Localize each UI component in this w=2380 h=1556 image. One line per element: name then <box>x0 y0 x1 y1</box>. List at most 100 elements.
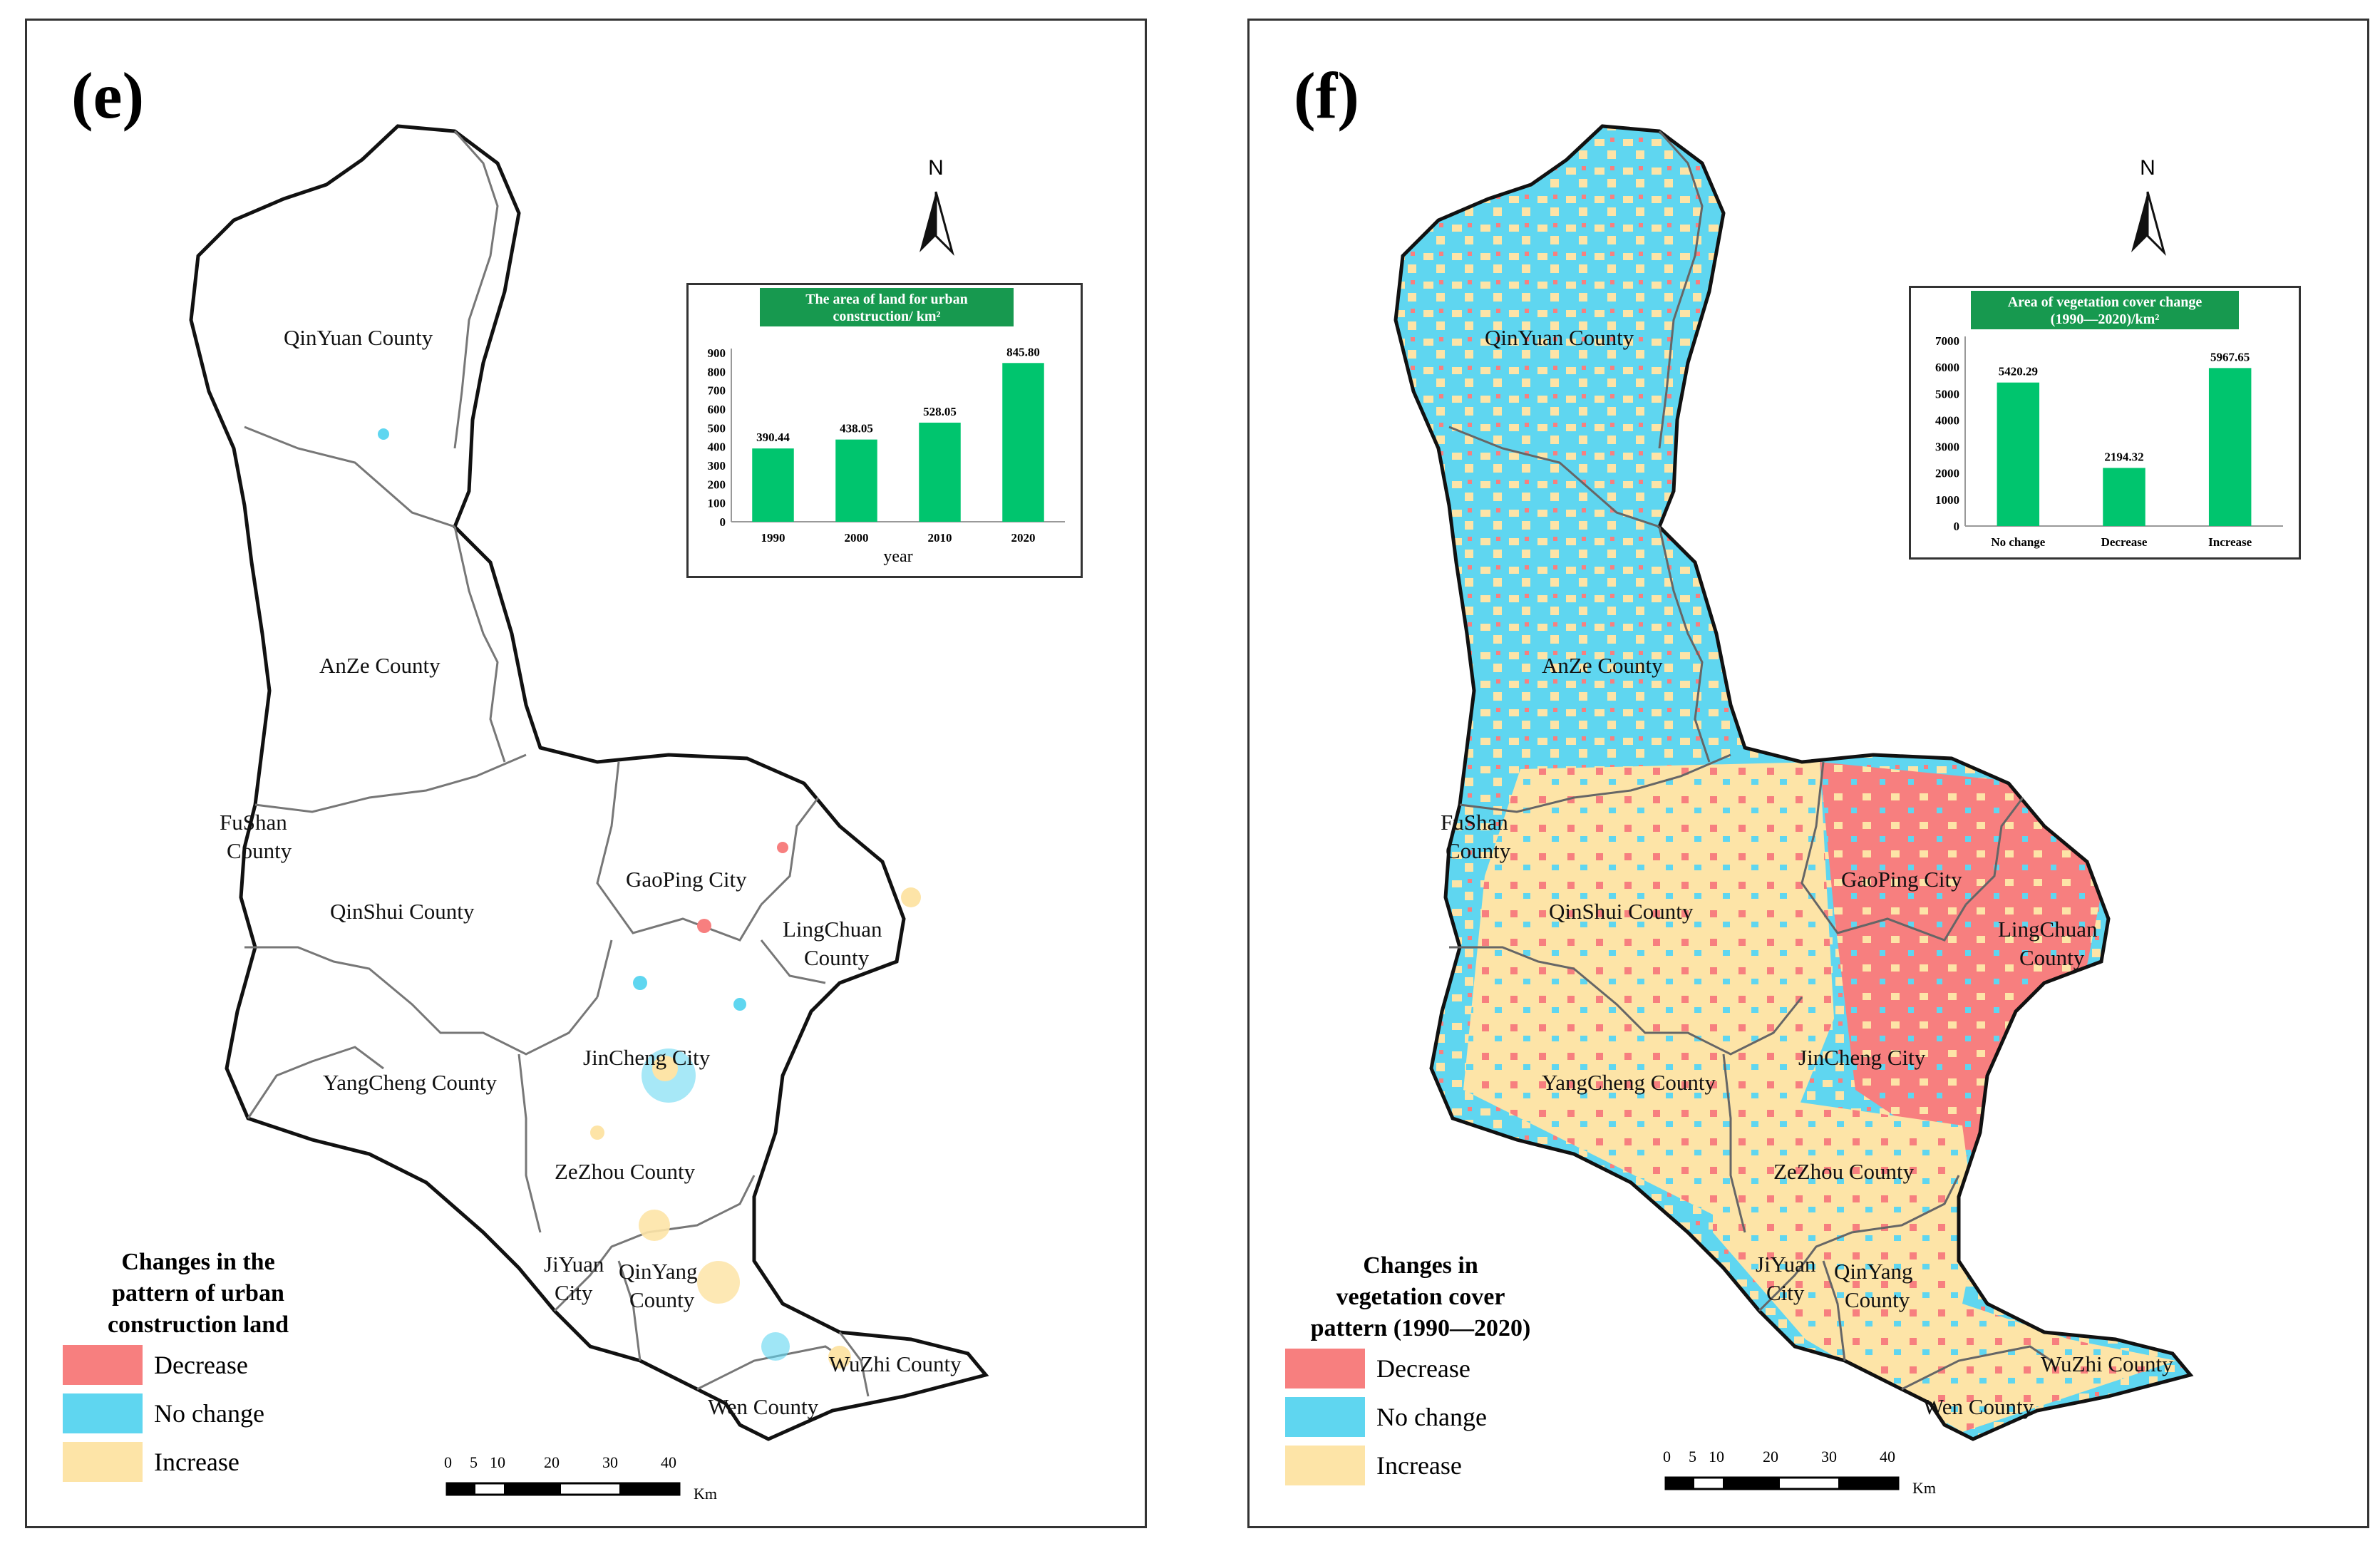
scale-tick: 30 <box>602 1453 618 1471</box>
y-tick-label: 400 <box>708 440 726 454</box>
county-label: GaoPing City <box>1841 867 1962 892</box>
scale-bar-e: 0 5 10 20 30 40 Km <box>444 1453 717 1503</box>
county-label: JiYuan <box>1756 1252 1816 1277</box>
legend-label: Decrease <box>154 1351 248 1379</box>
bar-chart-f: Area of vegetation cover change(1990—202… <box>1935 291 2283 549</box>
county-label: QinYuan County <box>284 325 433 350</box>
legend-e: Changes in the pattern of urban construc… <box>63 1247 383 1486</box>
chart-title: The area of land for urban <box>805 292 968 307</box>
county-label: ZeZhou County <box>555 1159 696 1184</box>
county-label: WuZhi County <box>2041 1351 2173 1376</box>
y-tick-label: 700 <box>708 384 726 398</box>
x-tick-label: 2010 <box>928 531 952 545</box>
scale-tick: 10 <box>490 1453 505 1471</box>
county-label: County <box>227 838 292 863</box>
county-label: FuShan <box>1441 810 1508 835</box>
y-tick-label: 2000 <box>1935 467 1959 480</box>
legend-item-decrease: Decrease <box>1285 1344 1606 1393</box>
bar-value-label: 390.44 <box>756 431 790 444</box>
chart-title-background <box>760 288 1014 326</box>
chart-title: Area of vegetation cover change <box>2008 294 2203 310</box>
map-panel-e: QinYuan County AnZe County FuShan County… <box>25 19 1147 1528</box>
scale-tick: 30 <box>1821 1448 1837 1465</box>
north-arrow: N <box>2123 156 2173 263</box>
legend-item-decrease: Decrease <box>63 1341 383 1389</box>
bar-chart-e: The area of land for urban construction/ … <box>708 288 1065 566</box>
county-label: YangCheng County <box>323 1070 498 1095</box>
inset-chart-f: Area of vegetation cover change (1990—202… <box>1909 286 2301 560</box>
study-area-outline <box>189 124 989 1441</box>
y-tick-label: 300 <box>708 459 726 473</box>
x-tick-label: Increase <box>2208 535 2252 549</box>
legend-label: No change <box>154 1399 264 1428</box>
x-tick-label: 2020 <box>1011 531 1036 545</box>
y-tick-label: 100 <box>708 497 726 510</box>
x-axis-label: year <box>883 547 912 566</box>
county-label: WuZhi County <box>829 1351 962 1376</box>
scale-tick: 20 <box>1763 1448 1778 1465</box>
legend-swatch <box>1285 1349 1365 1388</box>
x-tick-label: Decrease <box>2101 535 2148 549</box>
legend-label: Decrease <box>1376 1354 1470 1383</box>
scale-tick: 5 <box>1689 1448 1696 1465</box>
county-label: LingChuan <box>1998 917 2098 942</box>
county-label: County <box>1446 838 1511 863</box>
legend-title-line: Changes in <box>1363 1252 1478 1279</box>
county-label: QinShui County <box>1549 899 1694 924</box>
scale-tick: 40 <box>1880 1448 1895 1465</box>
legend-title: Changes in vegetation cover pattern (199… <box>1285 1250 1556 1344</box>
legend-title-line: vegetation cover <box>1336 1284 1505 1310</box>
legend-item-increase: Increase <box>1285 1441 1606 1490</box>
county-label: GaoPing City <box>626 867 747 892</box>
county-label: ZeZhou County <box>1773 1159 1915 1184</box>
county-label: QinYuan County <box>1485 325 1634 350</box>
y-tick-label: 500 <box>708 421 726 435</box>
county-label: JinCheng City <box>583 1045 711 1070</box>
bar-value-label: 5420.29 <box>1999 365 2038 378</box>
legend-item-no-change: No change <box>1285 1393 1606 1441</box>
change-specks <box>378 428 921 1369</box>
scale-tick: 20 <box>544 1453 560 1471</box>
y-tick-label: 6000 <box>1935 361 1959 374</box>
county-label: Wen County <box>708 1394 819 1419</box>
y-tick-label: 200 <box>708 478 726 491</box>
scale-tick: 10 <box>1709 1448 1724 1465</box>
bar <box>1997 382 2040 526</box>
scale-tick: 5 <box>470 1453 478 1471</box>
north-arrow-icon <box>2131 191 2166 257</box>
y-tick-label: 5000 <box>1935 387 1959 401</box>
legend-f: Changes in vegetation cover pattern (199… <box>1285 1250 1606 1490</box>
legend-item-no-change: No change <box>63 1389 383 1438</box>
panel-label: (e) <box>71 59 145 132</box>
scale-unit: Km <box>694 1485 717 1503</box>
map-e: QinYuan County AnZe County FuShan County… <box>189 124 989 1441</box>
scale-tick: 40 <box>661 1453 676 1471</box>
inset-chart-e: The area of land for urban construction/ … <box>686 283 1083 578</box>
y-tick-label: 3000 <box>1935 440 1959 454</box>
county-label: AnZe County <box>319 653 441 678</box>
legend-label: Increase <box>1376 1451 1462 1480</box>
county-label: LingChuan <box>783 917 882 942</box>
legend-title-line: construction land <box>107 1312 289 1338</box>
north-arrow-icon <box>919 191 954 257</box>
y-tick-label: 600 <box>708 403 726 416</box>
scale-unit: Km <box>1912 1479 1936 1497</box>
bar-value-label: 438.05 <box>840 422 873 436</box>
legend-swatch <box>63 1345 143 1385</box>
county-label: County <box>2019 945 2085 970</box>
x-tick-label: 1990 <box>761 531 785 545</box>
y-tick-label: 4000 <box>1935 413 1959 427</box>
x-tick-label: No change <box>1991 535 2045 549</box>
bar <box>752 448 794 522</box>
county-label: JiYuan <box>544 1252 604 1277</box>
chart-title: (1990—2020)/km² <box>2051 311 2160 327</box>
legend-swatch <box>1285 1397 1365 1437</box>
legend-title: Changes in the pattern of urban construc… <box>63 1247 334 1341</box>
y-tick-label: 0 <box>720 515 726 529</box>
legend-title-line: Changes in the <box>121 1249 275 1275</box>
county-label: City <box>555 1280 593 1305</box>
legend-label: No change <box>1376 1403 1487 1431</box>
scale-tick: 0 <box>444 1453 452 1471</box>
county-label: JinCheng City <box>1798 1045 1926 1070</box>
chart-title-background <box>1971 291 2239 329</box>
